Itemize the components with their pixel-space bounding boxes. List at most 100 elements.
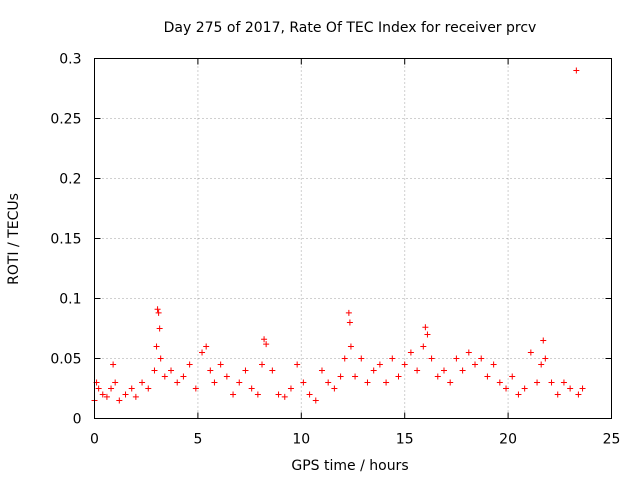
data-point xyxy=(95,385,102,392)
data-point xyxy=(465,349,472,356)
data-point xyxy=(259,361,266,368)
data-point xyxy=(269,367,276,374)
data-point xyxy=(294,361,301,368)
data-point xyxy=(168,367,175,374)
data-point xyxy=(192,385,199,392)
data-point xyxy=(364,379,371,386)
data-point xyxy=(186,361,193,368)
y-axis-label: ROTI / TECUs xyxy=(6,193,22,285)
data-point xyxy=(139,379,146,386)
data-point xyxy=(414,367,421,374)
data-point xyxy=(203,343,210,350)
data-point xyxy=(575,391,582,398)
data-point xyxy=(156,325,163,332)
data-point xyxy=(217,361,224,368)
data-point xyxy=(428,355,435,362)
y-tick-label: 0 xyxy=(73,412,82,428)
data-point xyxy=(389,355,396,362)
x-tick-label: 5 xyxy=(193,432,202,448)
y-tick-label: 0.05 xyxy=(50,352,81,368)
data-point xyxy=(548,379,555,386)
data-point xyxy=(300,379,307,386)
y-tick-label: 0.3 xyxy=(59,52,81,68)
data-point xyxy=(180,373,187,380)
data-point xyxy=(325,379,332,386)
grid xyxy=(94,58,612,419)
data-point xyxy=(503,385,510,392)
data-point xyxy=(509,373,516,380)
data-point xyxy=(261,336,268,343)
data-point xyxy=(527,349,534,356)
data-point xyxy=(346,319,353,326)
data-point xyxy=(341,355,348,362)
data-point xyxy=(155,309,162,316)
data-point xyxy=(151,367,158,374)
data-point xyxy=(306,391,313,398)
data-point xyxy=(174,379,181,386)
data-point xyxy=(422,324,429,331)
data-point xyxy=(211,379,218,386)
y-tick-label: 0.1 xyxy=(59,292,81,308)
data-point xyxy=(383,379,390,386)
data-point xyxy=(128,385,135,392)
data-point xyxy=(376,361,383,368)
data-point xyxy=(281,393,288,400)
data-point xyxy=(434,373,441,380)
data-point xyxy=(345,309,352,316)
data-point xyxy=(263,341,270,348)
data-point xyxy=(407,349,414,356)
data-point xyxy=(312,397,319,404)
data-point xyxy=(538,361,545,368)
plot-frame xyxy=(94,58,612,419)
y-tick-label: 0.15 xyxy=(50,232,81,248)
data-point xyxy=(521,385,528,392)
data-point xyxy=(248,385,255,392)
data-point xyxy=(108,385,115,392)
data-point xyxy=(236,379,243,386)
x-tick-label: 15 xyxy=(396,432,414,448)
data-points xyxy=(91,67,586,404)
data-point xyxy=(103,393,110,400)
data-point xyxy=(199,349,206,356)
x-tick-label: 25 xyxy=(603,432,621,448)
chart-title: Day 275 of 2017, Rate Of TEC Index for r… xyxy=(164,20,537,36)
data-point xyxy=(331,385,338,392)
x-tick-label: 0 xyxy=(90,432,99,448)
data-point xyxy=(459,367,466,374)
data-point xyxy=(145,385,152,392)
data-point xyxy=(542,355,549,362)
data-point xyxy=(370,367,377,374)
data-point xyxy=(420,343,427,350)
data-point xyxy=(579,385,586,392)
data-point xyxy=(440,367,447,374)
data-point xyxy=(132,393,139,400)
data-point xyxy=(153,343,160,350)
data-point xyxy=(573,67,580,74)
data-point xyxy=(207,367,214,374)
data-point xyxy=(223,373,230,380)
data-point xyxy=(116,397,123,404)
x-axis-label: GPS time / hours xyxy=(291,458,408,474)
data-point xyxy=(99,391,106,398)
data-point xyxy=(496,379,503,386)
axis-ticks: 0 5 10 15 20 25 0 0.05 0.1 0.15 0.2 0.25 0.3 xyxy=(50,52,620,448)
y-tick-label: 0.2 xyxy=(59,172,81,188)
data-point xyxy=(230,391,237,398)
data-point xyxy=(534,379,541,386)
data-point xyxy=(358,355,365,362)
data-point xyxy=(447,379,454,386)
data-point xyxy=(254,391,261,398)
data-point xyxy=(110,361,117,368)
data-point xyxy=(554,391,561,398)
data-point xyxy=(337,373,344,380)
data-point xyxy=(395,373,402,380)
data-point xyxy=(401,361,408,368)
y-tick-label: 0.25 xyxy=(50,112,81,128)
data-point xyxy=(515,391,522,398)
data-point xyxy=(122,391,129,398)
data-point xyxy=(484,373,491,380)
data-point xyxy=(112,379,119,386)
data-point xyxy=(453,355,460,362)
data-point xyxy=(472,361,479,368)
